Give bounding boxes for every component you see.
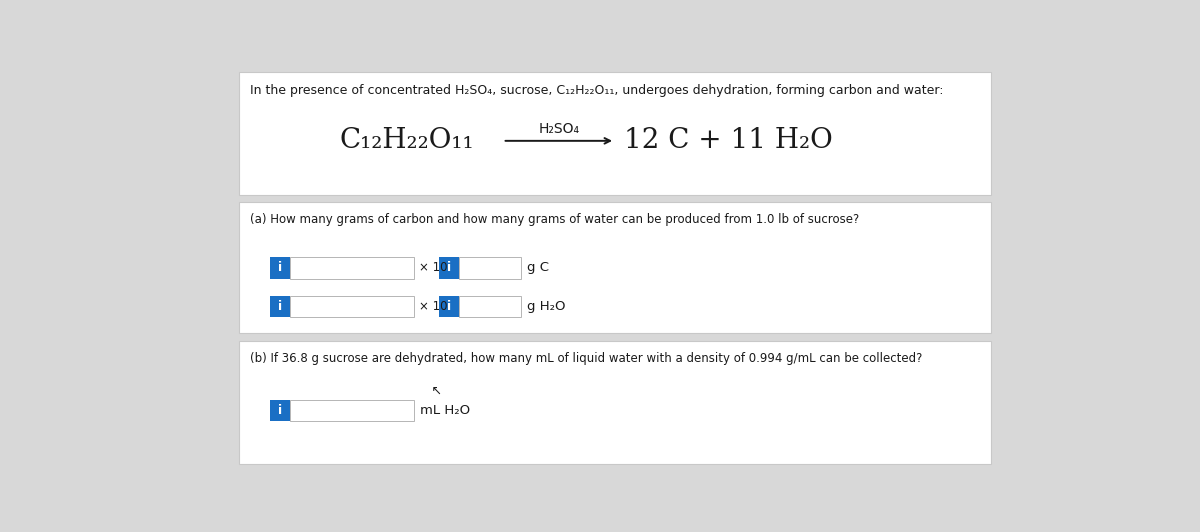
Text: mL H₂O: mL H₂O xyxy=(420,404,470,417)
Text: (b) If 36.8 g sucrose are dehydrated, how many mL of liquid water with a density: (b) If 36.8 g sucrose are dehydrated, ho… xyxy=(250,352,923,365)
Text: × 10: × 10 xyxy=(419,261,448,275)
Bar xyxy=(239,203,991,334)
Text: g C: g C xyxy=(528,261,550,275)
Text: ↘: ↘ xyxy=(430,383,439,395)
Bar xyxy=(270,296,290,317)
Bar xyxy=(270,400,290,421)
Bar xyxy=(439,257,460,279)
Text: (a) How many grams of carbon and how many grams of water can be produced from 1.: (a) How many grams of carbon and how man… xyxy=(250,213,859,226)
Bar xyxy=(239,341,991,464)
Bar xyxy=(290,296,414,317)
Bar xyxy=(290,400,414,421)
Bar xyxy=(439,296,460,317)
Text: i: i xyxy=(278,261,282,275)
Text: C₁₂H₂₂O₁₁: C₁₂H₂₂O₁₁ xyxy=(340,127,474,154)
Text: × 10: × 10 xyxy=(419,300,448,313)
Text: i: i xyxy=(278,300,282,313)
Text: i: i xyxy=(278,404,282,417)
Bar xyxy=(460,257,521,279)
Bar xyxy=(290,257,414,279)
Bar xyxy=(270,257,290,279)
Text: i: i xyxy=(448,300,451,313)
Bar xyxy=(460,296,521,317)
Text: 12 C + 11 H₂O: 12 C + 11 H₂O xyxy=(624,127,833,154)
Bar xyxy=(239,71,991,195)
Text: In the presence of concentrated H₂SO₄, sucrose, C₁₂H₂₂O₁₁, undergoes dehydration: In the presence of concentrated H₂SO₄, s… xyxy=(250,84,943,97)
Text: g H₂O: g H₂O xyxy=(528,300,566,313)
Text: H₂SO₄: H₂SO₄ xyxy=(539,121,580,136)
Text: i: i xyxy=(448,261,451,275)
